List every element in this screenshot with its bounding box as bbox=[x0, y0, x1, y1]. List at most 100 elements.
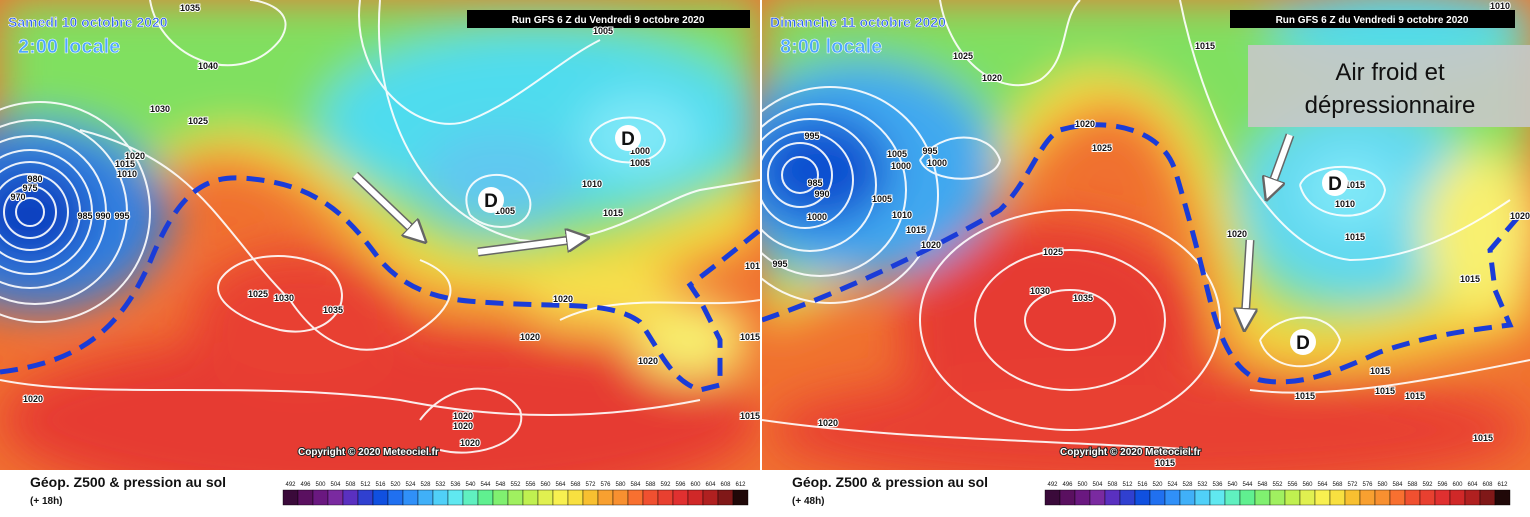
scale-label: 576 bbox=[600, 482, 611, 488]
scale-swatch bbox=[552, 489, 569, 506]
pressure-label: 1010 bbox=[892, 210, 912, 220]
pressure-label: 1020 bbox=[818, 418, 838, 428]
scale-swatch bbox=[1359, 489, 1376, 506]
pressure-label: 1015 bbox=[740, 411, 760, 421]
scale-label: 612 bbox=[1497, 482, 1508, 488]
scale-swatch bbox=[1314, 489, 1331, 506]
scale-label: 572 bbox=[1347, 482, 1358, 488]
scale-label: 496 bbox=[1062, 482, 1073, 488]
scale-label: 600 bbox=[690, 482, 701, 488]
scale-label: 604 bbox=[1467, 482, 1478, 488]
scale-swatch bbox=[1404, 489, 1421, 506]
scale-swatch bbox=[1389, 489, 1406, 506]
scale-label: 596 bbox=[675, 482, 686, 488]
scale-label: 604 bbox=[705, 482, 716, 488]
scale-swatch bbox=[1074, 489, 1091, 506]
scale-swatch bbox=[717, 489, 734, 506]
lead-time: (+ 18h) bbox=[30, 496, 63, 507]
pressure-label: 1010 bbox=[582, 179, 602, 189]
pressure-label: 970 bbox=[10, 192, 25, 202]
scale-label: 516 bbox=[1137, 482, 1148, 488]
pressure-label: 1025 bbox=[953, 51, 973, 61]
run-label: Run GFS 6 Z du Vendredi 9 octobre 2020 bbox=[1276, 15, 1469, 26]
pressure-label: 1005 bbox=[872, 194, 892, 204]
scale-swatch bbox=[477, 489, 494, 506]
pressure-label: 1020 bbox=[553, 294, 573, 304]
scale-label: 544 bbox=[1242, 482, 1253, 488]
pressure-label: 1020 bbox=[453, 411, 473, 421]
scale-label: 548 bbox=[495, 482, 506, 488]
pressure-label: 1015 bbox=[1345, 232, 1365, 242]
map-title: Géop. Z500 & pression au sol bbox=[30, 474, 226, 490]
pressure-label: 1015 bbox=[1295, 391, 1315, 401]
scale-swatch bbox=[1059, 489, 1076, 506]
pressure-label: 990 bbox=[95, 211, 110, 221]
pressure-label: 1020 bbox=[1075, 119, 1095, 129]
scale-swatch bbox=[582, 489, 599, 506]
pressure-label: 1015 bbox=[1370, 366, 1390, 376]
low-marker bbox=[1322, 170, 1348, 196]
scale-label: 524 bbox=[405, 482, 416, 488]
pressure-label: 1015 bbox=[115, 159, 135, 169]
scale-swatch bbox=[372, 489, 389, 506]
pressure-label: 1010 bbox=[1335, 199, 1355, 209]
scale-swatch bbox=[537, 489, 554, 506]
pressure-label: 995 bbox=[804, 131, 819, 141]
scale-swatch bbox=[1284, 489, 1301, 506]
pressure-label: 1020 bbox=[460, 438, 480, 448]
scale-label: 564 bbox=[1317, 482, 1328, 488]
pressure-label: 1015 bbox=[1405, 391, 1425, 401]
scale-swatch bbox=[282, 489, 299, 506]
scale-label: 524 bbox=[1167, 482, 1178, 488]
pressure-label: 1010 bbox=[1490, 1, 1510, 11]
pressure-label: 1010 bbox=[745, 261, 765, 271]
scale-swatch bbox=[687, 489, 704, 506]
scale-swatch bbox=[357, 489, 374, 506]
pressure-label: 1030 bbox=[150, 104, 170, 114]
scale-label: 572 bbox=[585, 482, 596, 488]
pressure-label: 985 bbox=[807, 178, 822, 188]
scale-swatch bbox=[732, 489, 749, 506]
scale-swatch bbox=[567, 489, 584, 506]
pressure-label: 985 bbox=[77, 211, 92, 221]
map-date: Dimanche 11 octobre 2020 bbox=[770, 14, 946, 30]
scale-label: 584 bbox=[630, 482, 641, 488]
pressure-label: 1020 bbox=[1510, 211, 1530, 221]
scale-swatch bbox=[627, 489, 644, 506]
scale-label: 596 bbox=[1437, 482, 1448, 488]
scale-swatch bbox=[1449, 489, 1466, 506]
scale-swatch bbox=[1299, 489, 1316, 506]
pressure-label: 1035 bbox=[180, 3, 200, 13]
scale-swatch bbox=[1164, 489, 1181, 506]
scale-swatch bbox=[297, 489, 314, 506]
pressure-label: 1000 bbox=[807, 212, 827, 222]
pressure-label: 1015 bbox=[1473, 433, 1493, 443]
pressure-label: 995 bbox=[114, 211, 129, 221]
scale-swatch bbox=[522, 489, 539, 506]
low-label: D bbox=[1296, 333, 1310, 354]
scale-swatch bbox=[387, 489, 404, 506]
scale-swatch bbox=[1224, 489, 1241, 506]
scale-swatch bbox=[1179, 489, 1196, 506]
scale-swatch bbox=[1479, 489, 1496, 506]
scale-swatch bbox=[597, 489, 614, 506]
map-panel-1: 1035104010301025102010151010980975970985… bbox=[0, 0, 765, 470]
pressure-label: 1035 bbox=[323, 305, 343, 315]
pressure-label: 1015 bbox=[603, 208, 623, 218]
annotation: Air froid et bbox=[1335, 59, 1445, 86]
scale-swatch bbox=[417, 489, 434, 506]
scale-label: 536 bbox=[1212, 482, 1223, 488]
scale-swatch bbox=[507, 489, 524, 506]
scale-swatch bbox=[327, 489, 344, 506]
scale-label: 556 bbox=[1287, 482, 1298, 488]
scale-label: 568 bbox=[1332, 482, 1343, 488]
scale-label: 588 bbox=[1407, 482, 1418, 488]
scale-label: 536 bbox=[450, 482, 461, 488]
scale-swatch bbox=[1494, 489, 1511, 506]
scale-label: 508 bbox=[345, 482, 356, 488]
pressure-label: 1020 bbox=[23, 394, 43, 404]
pressure-label: 1020 bbox=[921, 240, 941, 250]
scale-swatch bbox=[1209, 489, 1226, 506]
map-time: 2:00 locale bbox=[18, 36, 120, 58]
low-label: D bbox=[484, 191, 498, 212]
